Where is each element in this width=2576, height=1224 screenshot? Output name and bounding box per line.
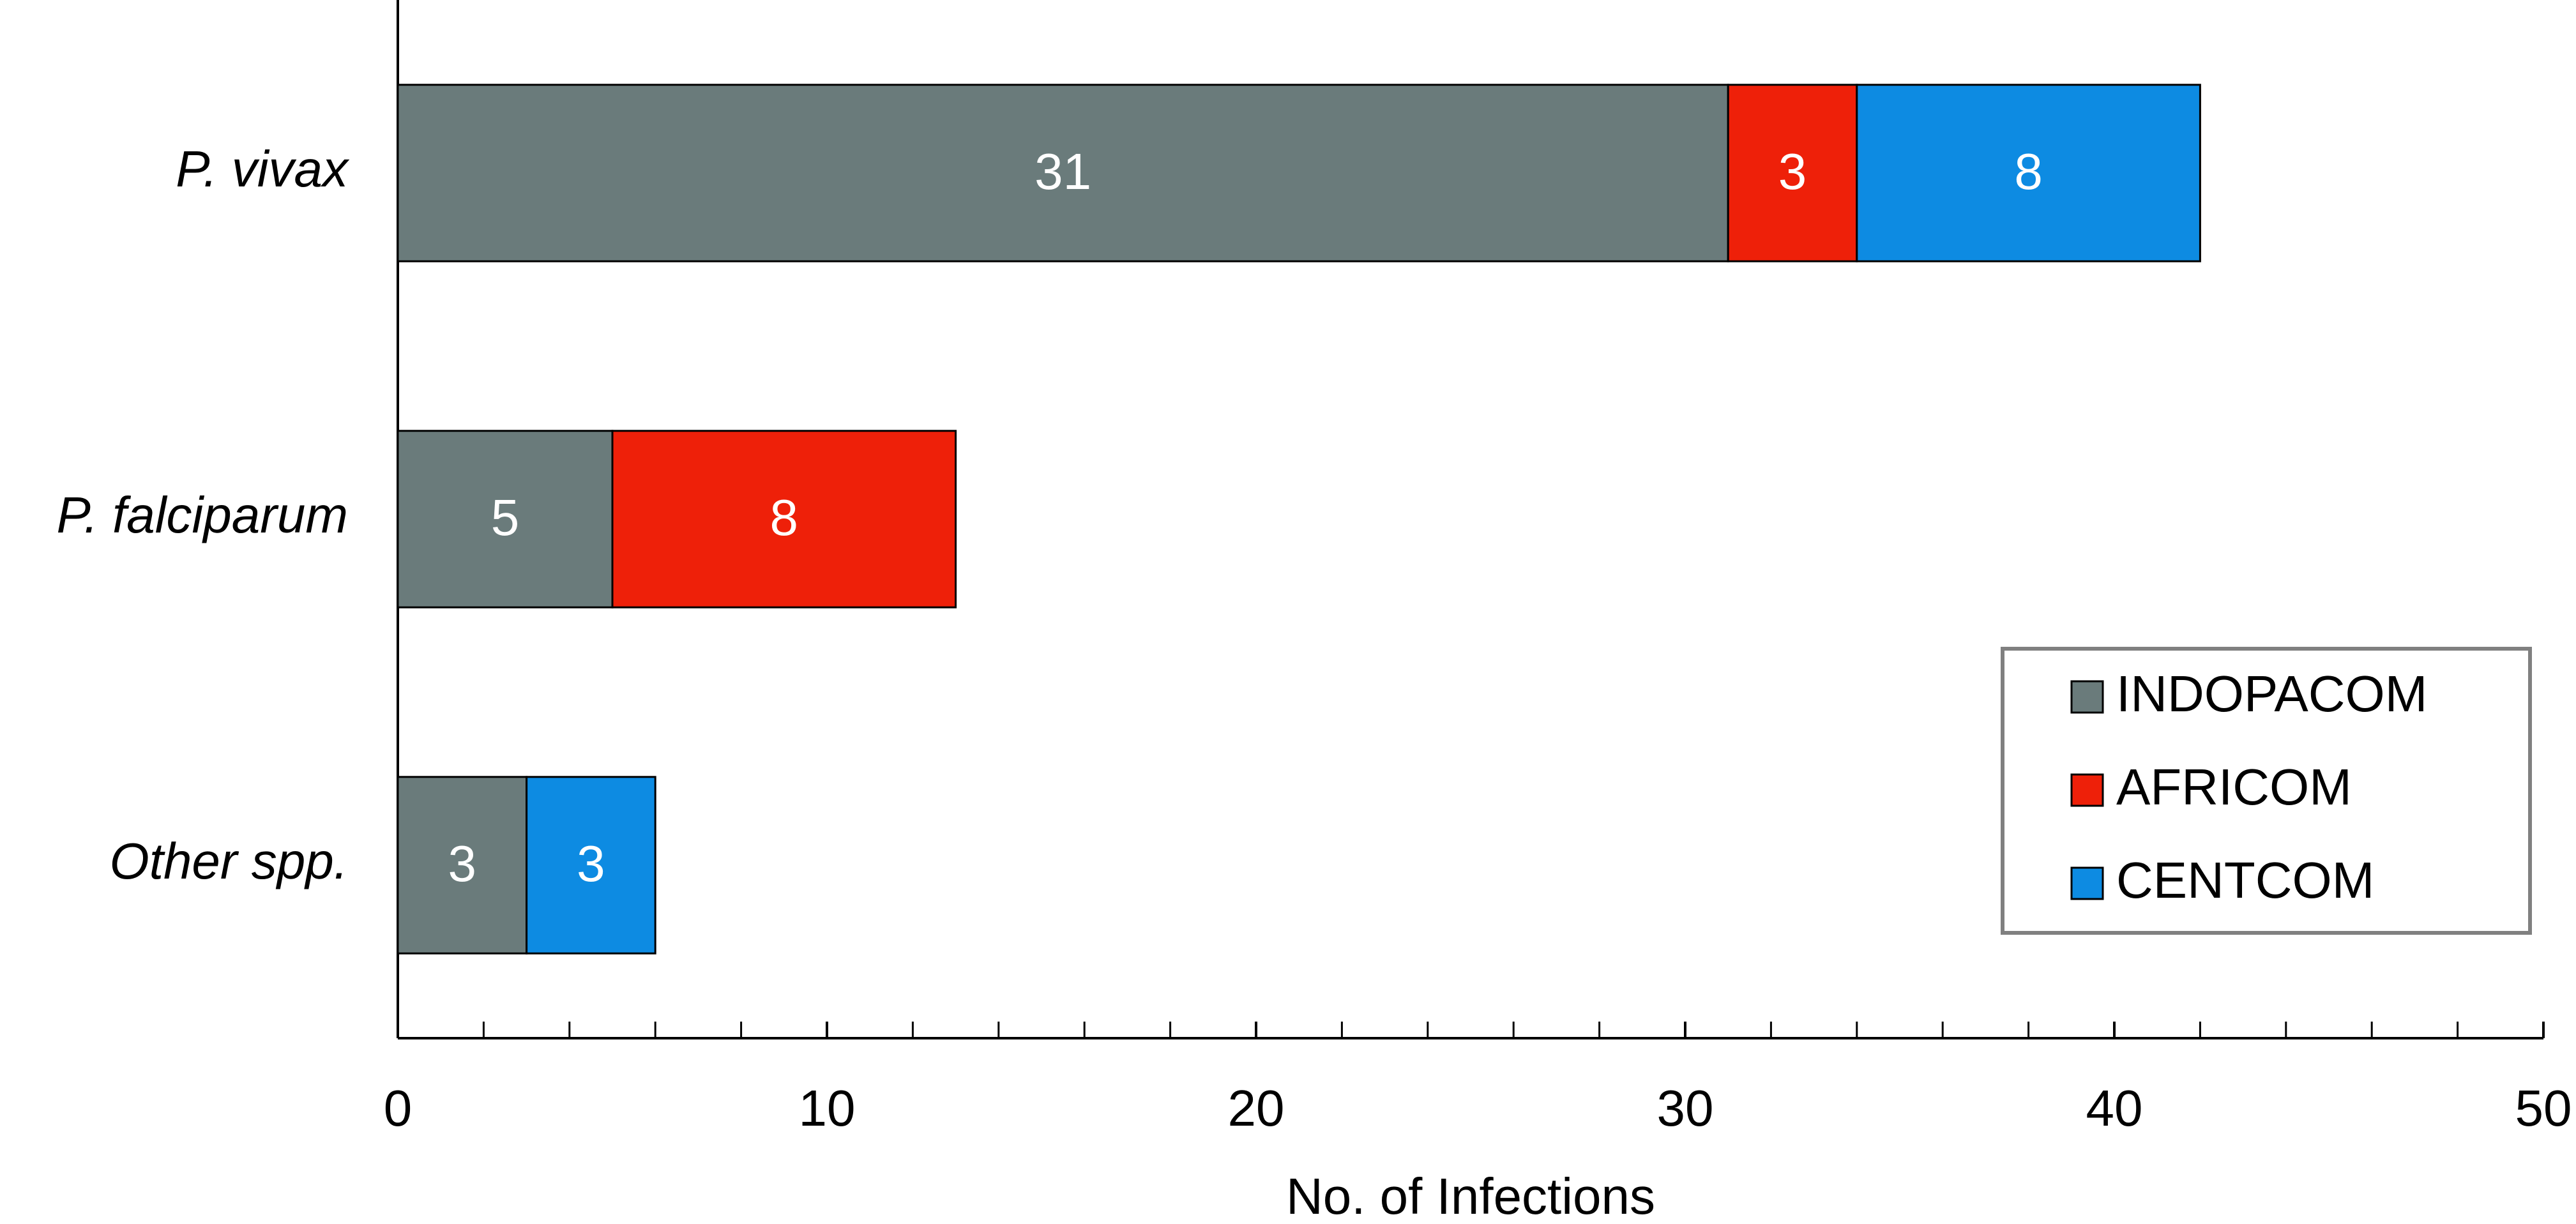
y-tick-label: P. falciparum xyxy=(56,487,348,543)
bar-segment xyxy=(1727,84,1858,262)
legend-label: INDOPACOM xyxy=(2116,665,2427,722)
legend-swatch xyxy=(2070,773,2104,807)
legend-label: CENTCOM xyxy=(2116,852,2374,909)
y-tick-label: Other spp. xyxy=(109,833,348,889)
data-label: 3 xyxy=(577,835,605,892)
x-axis-title: No. of Infections xyxy=(1286,1168,1655,1224)
bar-segment xyxy=(611,430,957,608)
data-label: 8 xyxy=(770,489,799,546)
bar-segment xyxy=(526,776,656,955)
x-tick-label: 20 xyxy=(1228,1080,1285,1137)
data-label: 31 xyxy=(1034,143,1091,200)
y-tick-label: P. vivax xyxy=(176,140,350,197)
bar-segment xyxy=(397,84,1729,262)
data-label: 3 xyxy=(1778,143,1807,200)
x-tick-label: 40 xyxy=(2086,1080,2143,1137)
x-tick-label: 10 xyxy=(799,1080,856,1137)
bar-segment xyxy=(1856,84,2201,262)
legend-label: AFRICOM xyxy=(2116,759,2352,815)
x-tick-label: 30 xyxy=(1657,1080,1714,1137)
bar-segment xyxy=(397,776,528,955)
data-label: 8 xyxy=(2014,143,2043,200)
legend-swatch xyxy=(2070,680,2104,714)
data-label: 5 xyxy=(491,489,520,546)
x-tick-label: 0 xyxy=(384,1080,413,1137)
x-tick-label: 50 xyxy=(2515,1080,2572,1137)
legend-swatch xyxy=(2070,866,2104,900)
data-label: 3 xyxy=(448,835,477,892)
bar-segment xyxy=(397,430,614,608)
